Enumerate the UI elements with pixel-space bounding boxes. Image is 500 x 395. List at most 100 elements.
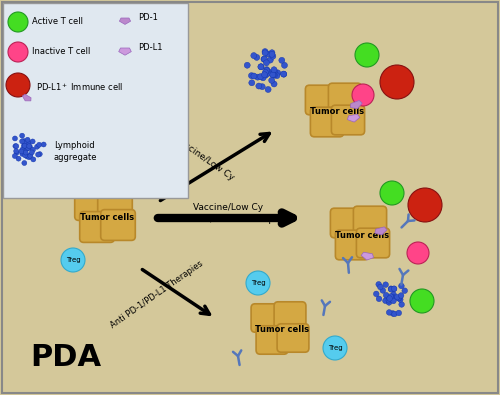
Circle shape [390,294,396,300]
FancyBboxPatch shape [336,230,368,260]
Circle shape [380,288,386,293]
Polygon shape [120,18,130,24]
Circle shape [271,67,277,73]
Circle shape [410,289,434,313]
Circle shape [264,68,270,73]
Text: Vaccine/Low Cy: Vaccine/Low Cy [172,134,236,182]
Circle shape [26,155,32,160]
FancyBboxPatch shape [306,85,338,115]
Circle shape [20,147,25,152]
Circle shape [264,67,270,73]
Circle shape [246,271,270,295]
Circle shape [355,43,379,67]
Circle shape [352,84,374,106]
Circle shape [14,144,19,149]
Circle shape [254,55,260,60]
FancyBboxPatch shape [3,3,188,198]
Circle shape [28,154,33,158]
Circle shape [386,297,392,303]
Circle shape [24,154,29,159]
Circle shape [262,49,268,55]
Circle shape [380,181,404,205]
Circle shape [25,137,30,142]
Circle shape [26,140,31,145]
Circle shape [258,73,264,80]
Circle shape [376,282,382,287]
Circle shape [279,57,285,63]
Circle shape [407,242,429,264]
Circle shape [398,283,404,289]
Text: PD-1: PD-1 [138,13,158,23]
Circle shape [272,68,278,74]
Text: PD-L1: PD-L1 [138,43,162,53]
Circle shape [6,73,30,97]
FancyBboxPatch shape [74,190,110,220]
Circle shape [384,292,389,298]
Circle shape [26,145,31,150]
Circle shape [268,57,274,63]
Text: Anti PD-1/PD-L1 Therapies: Anti PD-1/PD-L1 Therapies [168,216,288,224]
Circle shape [383,282,388,288]
Circle shape [258,64,264,70]
Circle shape [272,72,278,78]
Text: Tumor cells: Tumor cells [80,213,134,222]
Text: aggregate: aggregate [54,152,98,162]
Text: Vaccine/Low Cy: Vaccine/Low Cy [193,203,263,211]
Circle shape [391,292,396,297]
Circle shape [399,302,404,307]
Circle shape [271,81,277,87]
Circle shape [376,296,382,302]
Circle shape [244,62,250,68]
Circle shape [36,142,42,147]
Circle shape [274,70,280,76]
Circle shape [251,73,257,79]
Circle shape [22,160,27,166]
Circle shape [266,70,272,76]
Circle shape [248,73,254,79]
Circle shape [392,286,397,292]
Circle shape [36,152,41,157]
FancyBboxPatch shape [354,206,386,236]
Circle shape [398,293,404,298]
Circle shape [8,42,28,62]
Circle shape [391,286,396,292]
FancyBboxPatch shape [256,326,288,354]
Circle shape [386,310,392,315]
Circle shape [269,50,275,56]
Circle shape [280,71,286,77]
Circle shape [388,294,394,299]
Circle shape [269,51,275,57]
Text: Inactive T cell: Inactive T cell [32,47,90,56]
Circle shape [388,286,394,292]
Circle shape [13,144,18,149]
Polygon shape [22,94,31,101]
Circle shape [254,74,260,80]
Circle shape [14,149,18,154]
Circle shape [264,60,270,66]
Circle shape [262,72,268,78]
Circle shape [262,70,268,75]
Circle shape [61,248,85,272]
Circle shape [262,50,268,56]
Text: Treg: Treg [328,345,342,351]
Circle shape [378,284,383,290]
Circle shape [258,64,264,70]
Circle shape [12,136,18,141]
Circle shape [402,288,407,293]
Circle shape [380,65,414,99]
Circle shape [396,310,402,316]
FancyBboxPatch shape [100,210,136,241]
Circle shape [26,144,32,149]
Circle shape [260,75,266,81]
Circle shape [19,149,24,154]
Text: Treg: Treg [250,280,266,286]
Text: Active T cell: Active T cell [32,17,83,26]
Circle shape [20,133,24,138]
Circle shape [262,72,268,78]
Circle shape [30,139,35,144]
Circle shape [38,152,43,156]
FancyBboxPatch shape [277,324,309,352]
Circle shape [396,295,401,301]
Circle shape [23,150,28,155]
Circle shape [249,80,255,86]
